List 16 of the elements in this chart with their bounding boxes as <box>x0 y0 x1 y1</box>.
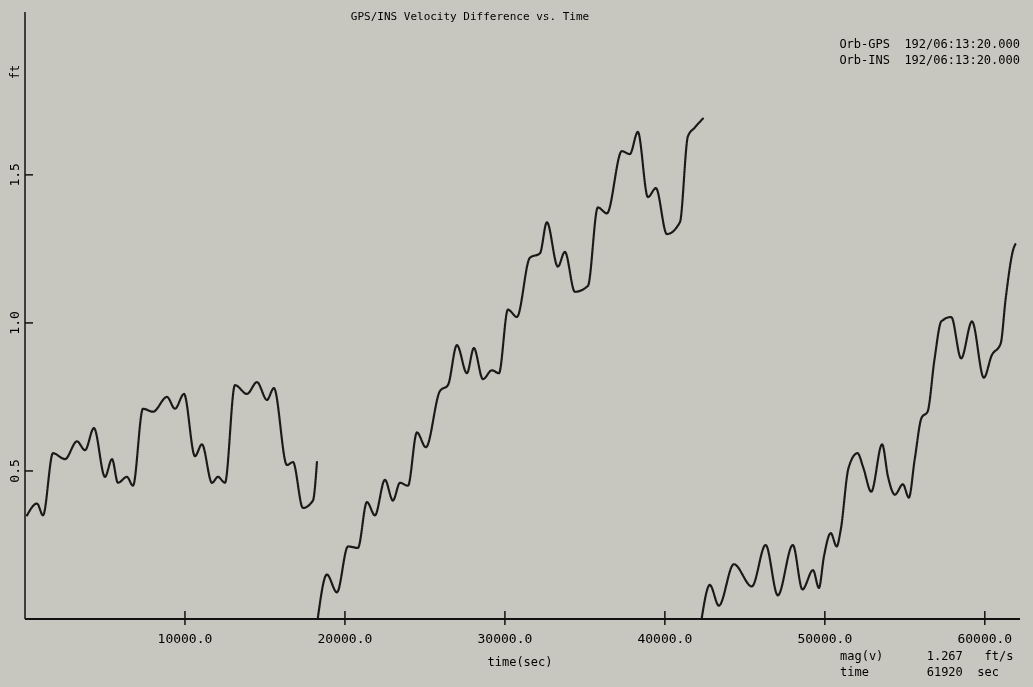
annotation: Orb-GPS 192/06:13:20.000 <box>839 37 1020 51</box>
x-tick-label: 40000.0 <box>637 631 693 646</box>
x-tick-label: 20000.0 <box>317 631 373 646</box>
text: mag(v) 1.267 ft/s <box>840 649 1014 663</box>
y-axis-title: ft <box>8 64 22 80</box>
x-tick-label: 10000.0 <box>157 631 213 646</box>
chart-title: GPS/INS Velocity Difference vs. Time <box>350 10 590 23</box>
y-tick-label: 1.0 <box>7 311 22 335</box>
x-tick-label: 30000.0 <box>477 631 533 646</box>
x-axis-title: time(sec) <box>487 655 553 669</box>
x-tick-label: 50000.0 <box>797 631 853 646</box>
x-tick-label: 60000.0 <box>957 631 1013 646</box>
y-tick-label: 0.5 <box>7 459 22 483</box>
text: time 61920 sec <box>840 665 999 679</box>
annotation: Orb-INS 192/06:13:20.000 <box>839 53 1020 67</box>
y-tick-label: 1.5 <box>7 163 22 187</box>
